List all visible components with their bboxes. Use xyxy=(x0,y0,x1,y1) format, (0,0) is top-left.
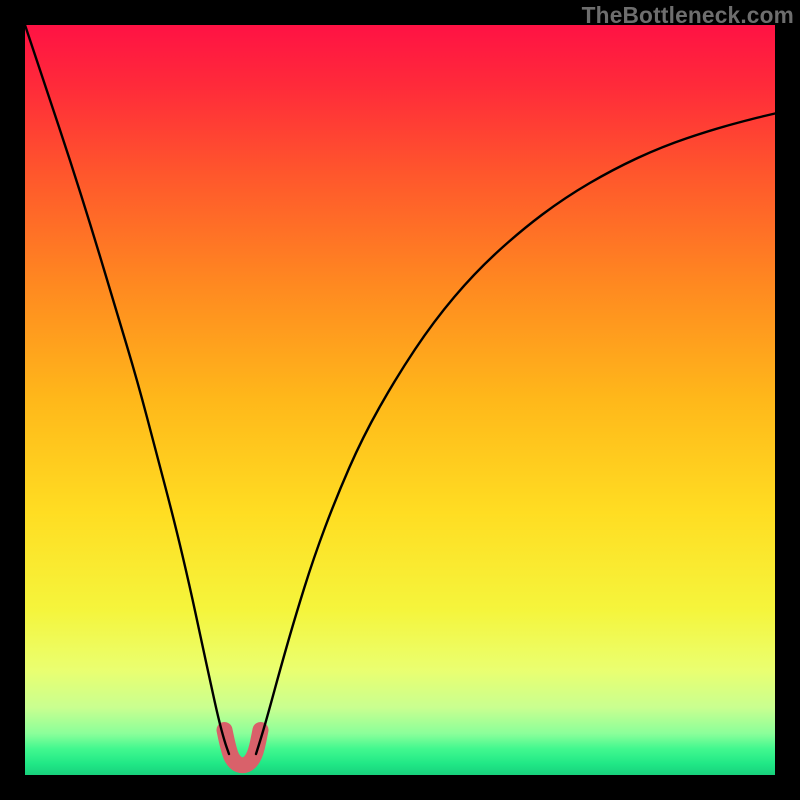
plot-background xyxy=(25,25,775,775)
chart-frame: TheBottleneck.com xyxy=(0,0,800,800)
watermark-text: TheBottleneck.com xyxy=(582,2,794,29)
chart-canvas xyxy=(0,0,800,800)
